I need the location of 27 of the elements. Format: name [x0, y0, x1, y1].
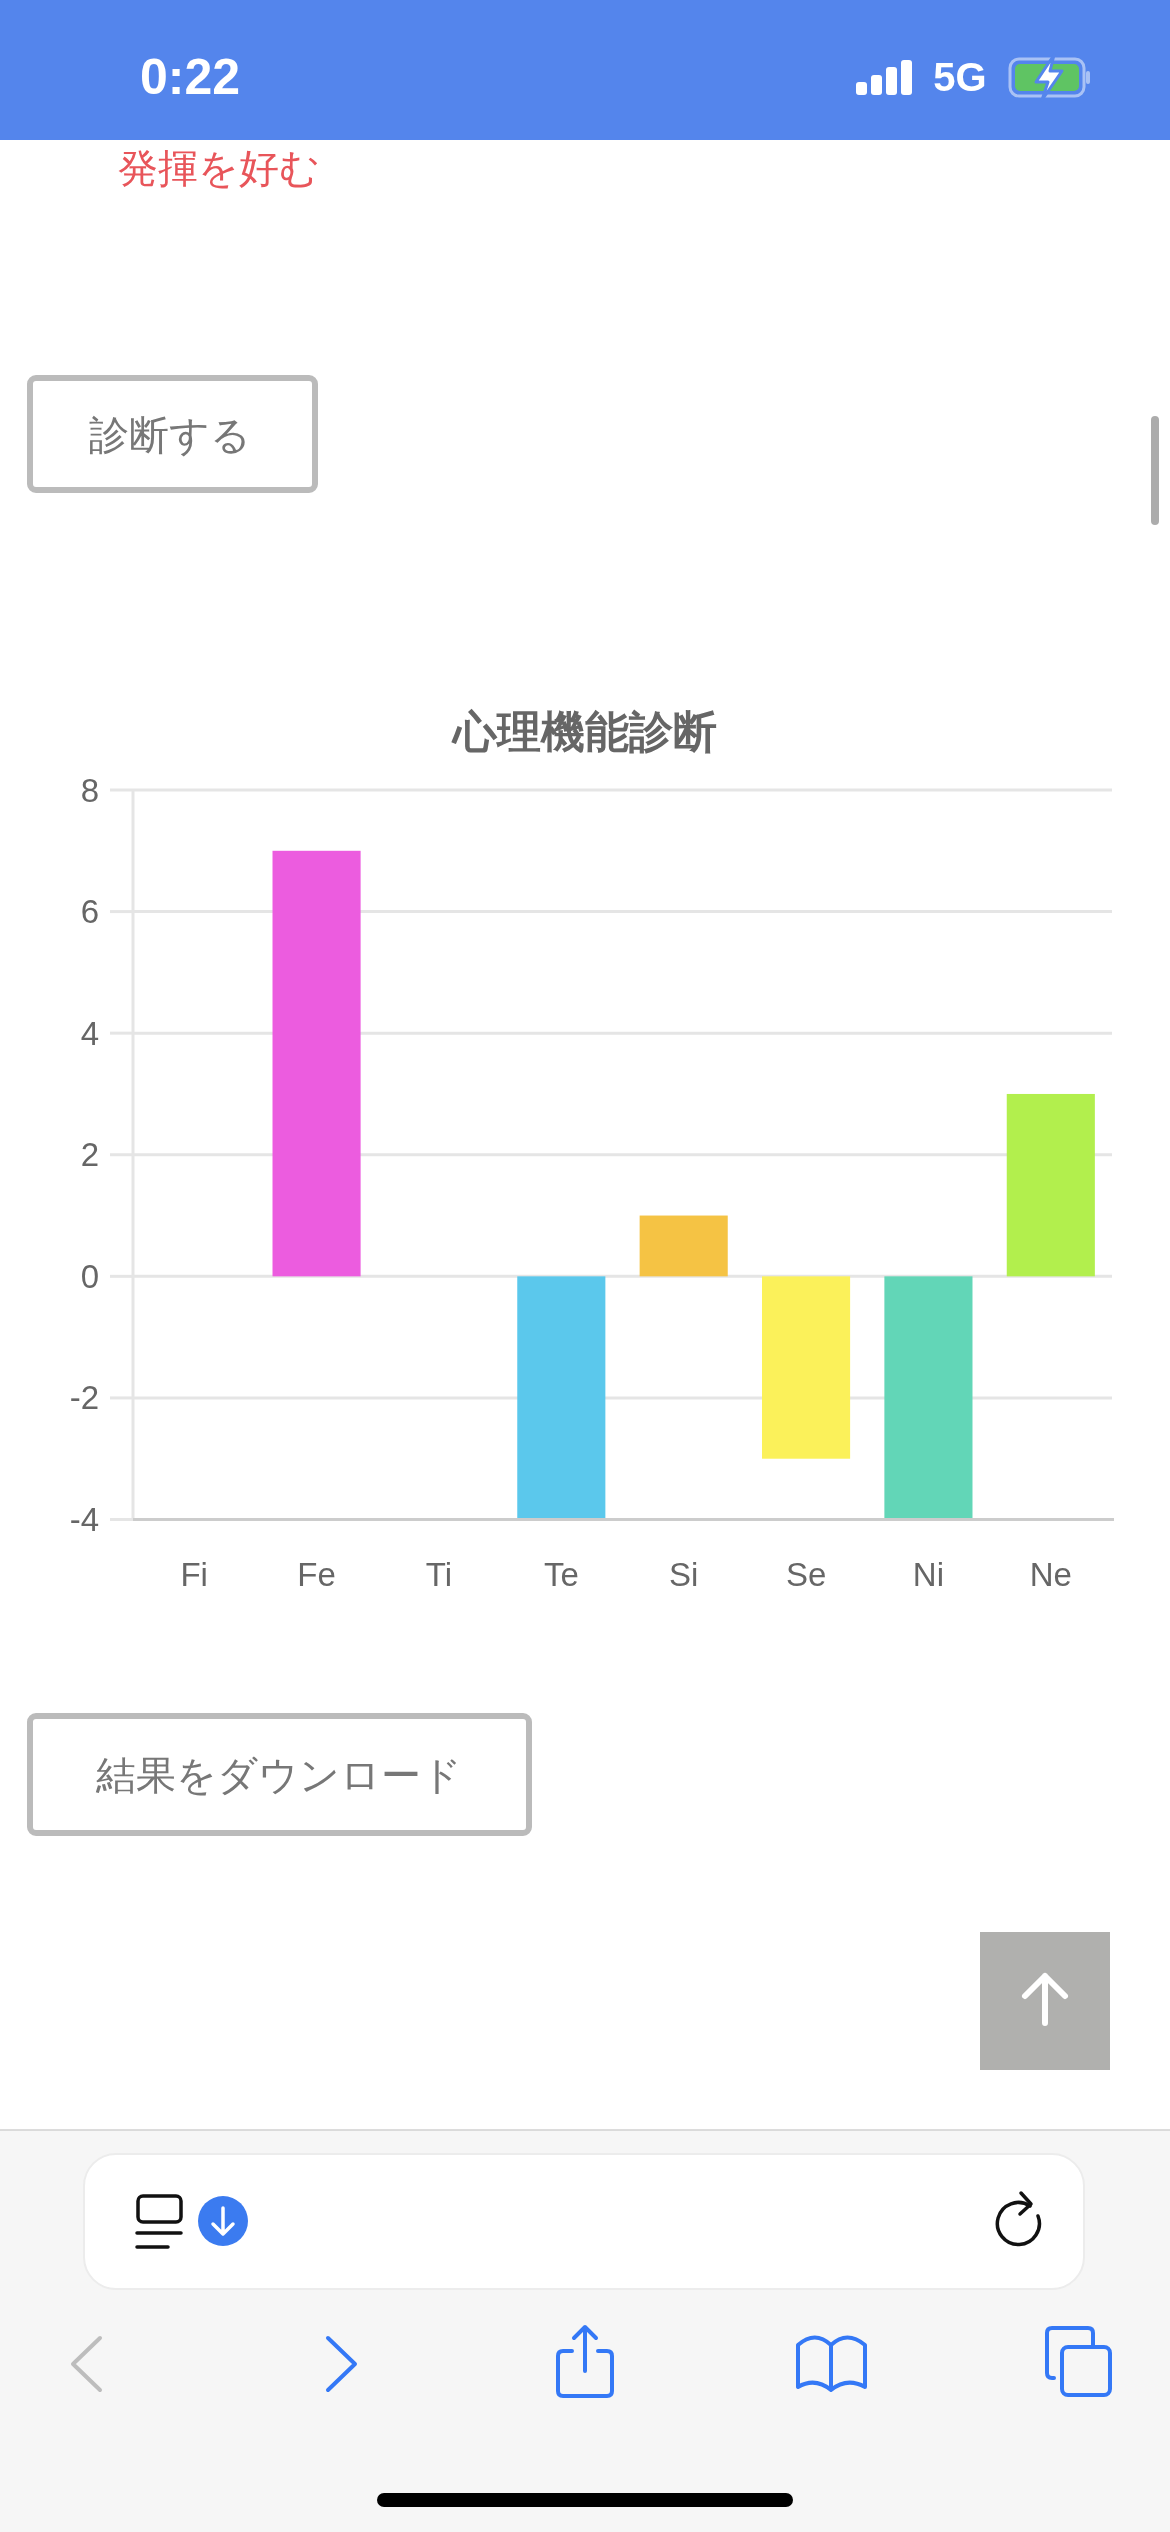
chart-title: 心理機能診断 [450, 706, 717, 756]
button: 診断する [27, 375, 318, 493]
bar [762, 1276, 851, 1459]
button: 結果をダウンロード [27, 1713, 532, 1836]
x-tick-label: Ni [912, 1555, 945, 1593]
x-tick-label: Ne [1029, 1555, 1072, 1593]
bar [1006, 1093, 1095, 1277]
y-tick-label: 4 [80, 1014, 99, 1052]
x-tick-label: Fi [180, 1555, 208, 1593]
x-tick-label: Fe [297, 1555, 336, 1593]
text: 発揮を好む [118, 146, 320, 190]
bar [517, 1276, 606, 1520]
y-tick-label: 2 [80, 1136, 99, 1174]
y-tick-label: 6 [80, 893, 99, 931]
y-tick-label: 8 [80, 771, 99, 809]
text: 5G [933, 55, 987, 99]
x-tick-label: Si [669, 1555, 699, 1593]
y-tick-label: 0 [80, 1257, 99, 1295]
y-tick-label: -2 [69, 1379, 99, 1417]
text: 0:22 [139, 49, 241, 105]
bar [884, 1276, 973, 1520]
x-tick-label: Te [543, 1555, 579, 1593]
x-tick-label: Se [785, 1555, 827, 1593]
y-tick-label: -4 [69, 1501, 99, 1538]
bar [639, 1215, 728, 1277]
bar [272, 850, 361, 1277]
x-tick-label: Ti [425, 1555, 453, 1593]
